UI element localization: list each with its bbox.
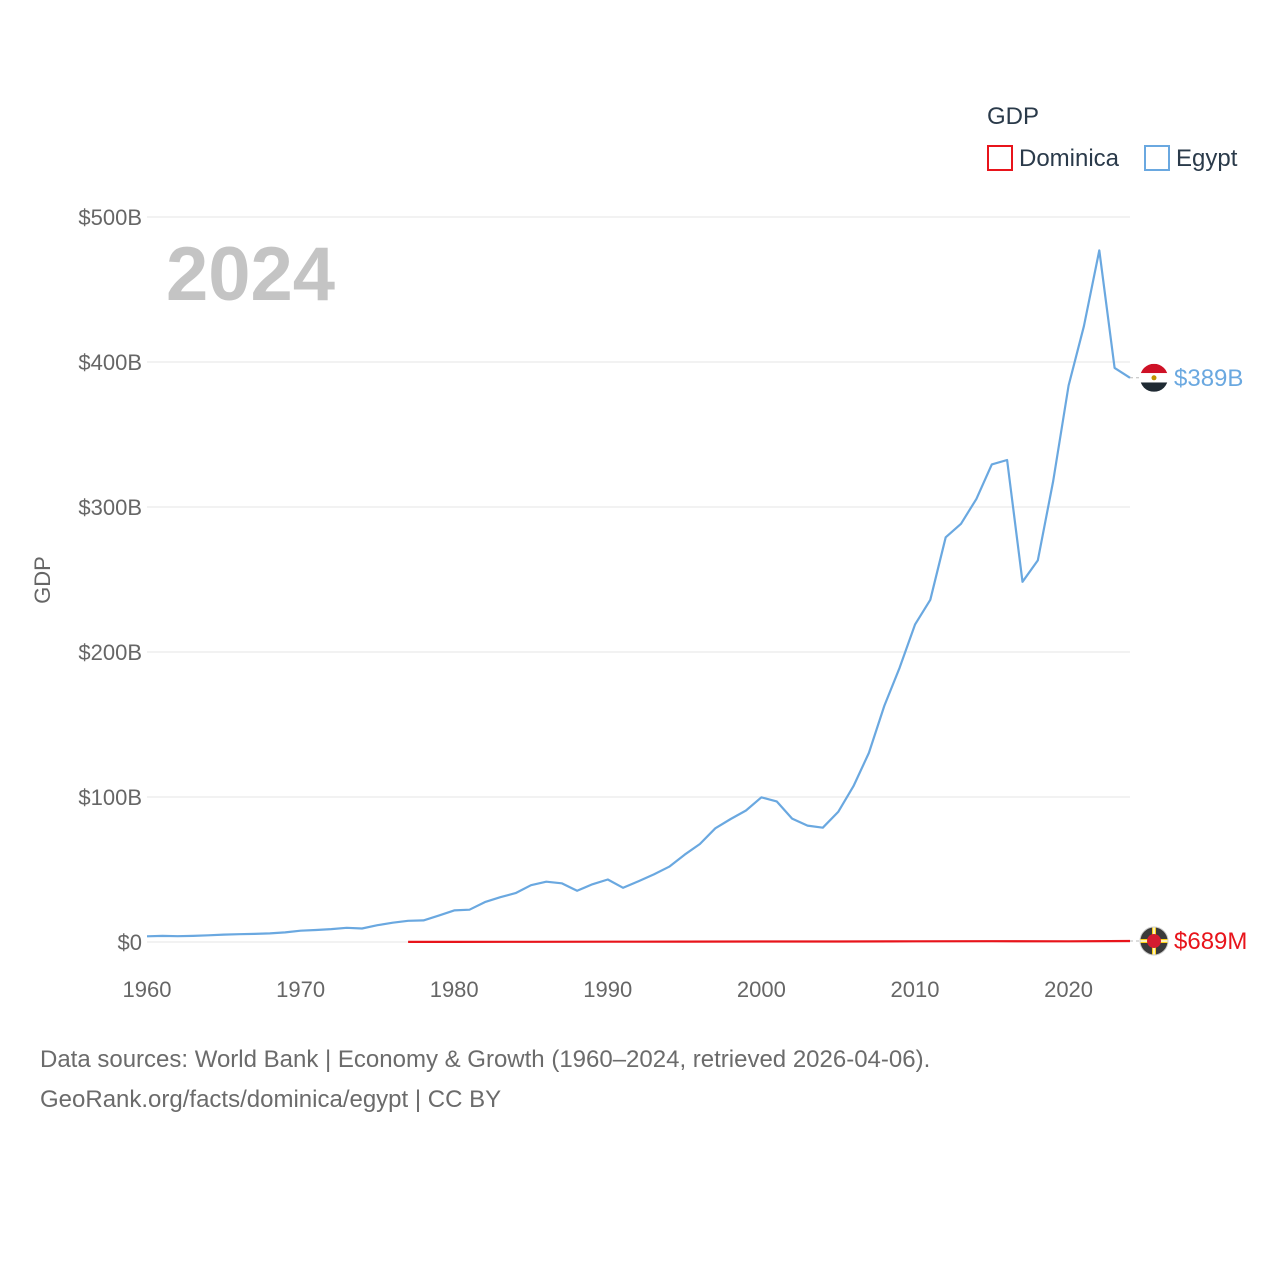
- series-line-egypt[interactable]: [146, 249, 1131, 938]
- legend-item-dominica[interactable]: Dominica: [987, 145, 1120, 172]
- end-label-dominica: $689M: [1174, 928, 1247, 955]
- legend-swatch-egypt: [1144, 145, 1170, 171]
- end-markers: $689M $389B: [1130, 363, 1247, 956]
- egypt-flag-icon: [1140, 363, 1168, 392]
- legend-label-egypt: Egypt: [1176, 145, 1238, 172]
- legend-title: GDP: [987, 103, 1039, 130]
- end-label-egypt: $389B: [1174, 365, 1243, 392]
- x-tick-label: 2000: [737, 977, 786, 1002]
- series-line-dominica[interactable]: [408, 939, 1131, 944]
- y-tick-label: $100B: [78, 785, 142, 810]
- y-tick-label: $400B: [78, 350, 142, 375]
- x-tick-label: 2010: [890, 977, 939, 1002]
- y-tick-label: $500B: [78, 205, 142, 230]
- y-tick-label: $300B: [78, 495, 142, 520]
- dominica-flag-icon: [1139, 926, 1169, 956]
- y-tick-labels: $0 $100B $200B $300B $400B $500B: [78, 205, 142, 955]
- legend-label-dominica: Dominica: [1019, 145, 1120, 172]
- gridlines: [147, 216, 1130, 943]
- footer-sources: Data sources: World Bank | Economy & Gro…: [40, 1046, 931, 1073]
- footer-link[interactable]: GeoRank.org/facts/dominica/egypt | CC BY: [40, 1086, 502, 1113]
- x-tick-label: 1960: [123, 977, 172, 1002]
- x-tick-label: 2020: [1044, 977, 1093, 1002]
- footer: Data sources: World Bank | Economy & Gro…: [40, 1040, 930, 1120]
- y-tick-label: $0: [118, 930, 142, 955]
- x-tick-labels: 1960 1970 1980 1990 2000 2010 2020: [123, 977, 1094, 1002]
- x-tick-label: 1980: [430, 977, 479, 1002]
- legend-swatch-dominica: [987, 145, 1013, 171]
- x-tick-label: 1990: [583, 977, 632, 1002]
- series-lines: [146, 249, 1131, 944]
- y-tick-label: $200B: [78, 640, 142, 665]
- legend-item-egypt[interactable]: Egypt: [1144, 145, 1238, 172]
- year-label: 2024: [166, 232, 335, 317]
- y-axis-title: GDP: [30, 556, 55, 604]
- x-tick-label: 1970: [276, 977, 325, 1002]
